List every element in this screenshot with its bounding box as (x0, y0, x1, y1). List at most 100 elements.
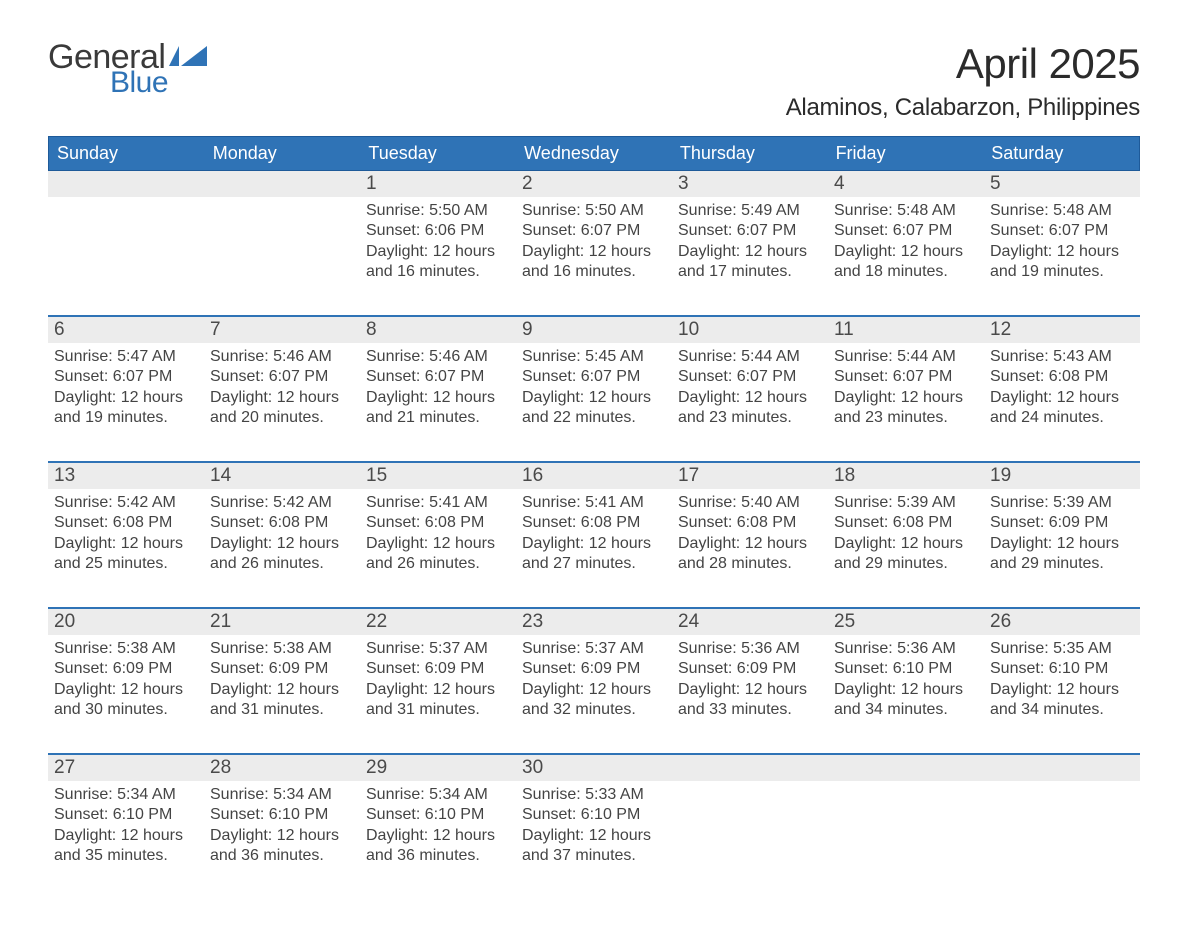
sunrise-text: Sunrise: 5:46 AM (210, 347, 354, 367)
day-number: 30 (516, 755, 672, 781)
sunset-text: Sunset: 6:07 PM (366, 367, 510, 387)
daylight1-text: Daylight: 12 hours (990, 680, 1134, 700)
calendar-week: 12345Sunrise: 5:50 AMSunset: 6:06 PMDayl… (48, 171, 1140, 301)
daylight1-text: Daylight: 12 hours (366, 388, 510, 408)
day-number (48, 171, 204, 197)
day-number-row: 6789101112 (48, 317, 1140, 343)
daylight2-text: and 32 minutes. (522, 700, 666, 720)
day-cell: Sunrise: 5:35 AMSunset: 6:10 PMDaylight:… (984, 635, 1140, 739)
day-number: 1 (360, 171, 516, 197)
day-number: 7 (204, 317, 360, 343)
day-number: 4 (828, 171, 984, 197)
sunset-text: Sunset: 6:10 PM (210, 805, 354, 825)
daylight1-text: Daylight: 12 hours (990, 388, 1134, 408)
day-cell: Sunrise: 5:50 AMSunset: 6:06 PMDaylight:… (360, 197, 516, 301)
day-cells-row: Sunrise: 5:42 AMSunset: 6:08 PMDaylight:… (48, 489, 1140, 593)
daylight2-text: and 34 minutes. (834, 700, 978, 720)
sunrise-text: Sunrise: 5:38 AM (54, 639, 198, 659)
day-number: 29 (360, 755, 516, 781)
day-cell: Sunrise: 5:48 AMSunset: 6:07 PMDaylight:… (984, 197, 1140, 301)
day-number: 17 (672, 463, 828, 489)
day-number (828, 755, 984, 781)
day-number: 19 (984, 463, 1140, 489)
daylight1-text: Daylight: 12 hours (522, 534, 666, 554)
sunrise-text: Sunrise: 5:36 AM (678, 639, 822, 659)
day-number: 25 (828, 609, 984, 635)
day-cell: Sunrise: 5:43 AMSunset: 6:08 PMDaylight:… (984, 343, 1140, 447)
daylight2-text: and 37 minutes. (522, 846, 666, 866)
day-cell: Sunrise: 5:49 AMSunset: 6:07 PMDaylight:… (672, 197, 828, 301)
day-number: 14 (204, 463, 360, 489)
daylight2-text: and 18 minutes. (834, 262, 978, 282)
sunrise-text: Sunrise: 5:48 AM (990, 201, 1134, 221)
sunset-text: Sunset: 6:07 PM (990, 221, 1134, 241)
day-number: 6 (48, 317, 204, 343)
daylight1-text: Daylight: 12 hours (366, 534, 510, 554)
sunrise-text: Sunrise: 5:41 AM (522, 493, 666, 513)
day-cells-row: Sunrise: 5:47 AMSunset: 6:07 PMDaylight:… (48, 343, 1140, 447)
day-cell: Sunrise: 5:38 AMSunset: 6:09 PMDaylight:… (48, 635, 204, 739)
sunset-text: Sunset: 6:07 PM (522, 221, 666, 241)
sunset-text: Sunset: 6:09 PM (990, 513, 1134, 533)
day-number: 18 (828, 463, 984, 489)
sunset-text: Sunset: 6:07 PM (522, 367, 666, 387)
sunset-text: Sunset: 6:08 PM (210, 513, 354, 533)
daylight2-text: and 29 minutes. (990, 554, 1134, 574)
location-label: Alaminos, Calabarzon, Philippines (786, 94, 1140, 122)
day-number-row: 13141516171819 (48, 463, 1140, 489)
day-cell: Sunrise: 5:38 AMSunset: 6:09 PMDaylight:… (204, 635, 360, 739)
day-number: 22 (360, 609, 516, 635)
day-number-row: 20212223242526 (48, 609, 1140, 635)
day-number: 28 (204, 755, 360, 781)
sunset-text: Sunset: 6:08 PM (990, 367, 1134, 387)
day-number: 23 (516, 609, 672, 635)
daylight2-text: and 27 minutes. (522, 554, 666, 574)
daylight2-text: and 17 minutes. (678, 262, 822, 282)
dow-sunday: Sunday (49, 137, 205, 170)
daylight1-text: Daylight: 12 hours (990, 534, 1134, 554)
daylight2-text: and 34 minutes. (990, 700, 1134, 720)
sunrise-text: Sunrise: 5:42 AM (54, 493, 198, 513)
day-cell: Sunrise: 5:37 AMSunset: 6:09 PMDaylight:… (360, 635, 516, 739)
day-cells-row: Sunrise: 5:50 AMSunset: 6:06 PMDaylight:… (48, 197, 1140, 301)
day-cell: Sunrise: 5:42 AMSunset: 6:08 PMDaylight:… (204, 489, 360, 593)
day-cell (984, 781, 1140, 885)
sunrise-text: Sunrise: 5:34 AM (54, 785, 198, 805)
day-cell: Sunrise: 5:42 AMSunset: 6:08 PMDaylight:… (48, 489, 204, 593)
day-cell: Sunrise: 5:39 AMSunset: 6:08 PMDaylight:… (828, 489, 984, 593)
daylight1-text: Daylight: 12 hours (366, 680, 510, 700)
sunrise-text: Sunrise: 5:50 AM (522, 201, 666, 221)
sunrise-text: Sunrise: 5:45 AM (522, 347, 666, 367)
day-cell: Sunrise: 5:37 AMSunset: 6:09 PMDaylight:… (516, 635, 672, 739)
daylight1-text: Daylight: 12 hours (990, 242, 1134, 262)
calendar-week: 6789101112Sunrise: 5:47 AMSunset: 6:07 P… (48, 315, 1140, 447)
daylight2-text: and 36 minutes. (366, 846, 510, 866)
calendar: Sunday Monday Tuesday Wednesday Thursday… (48, 136, 1140, 885)
calendar-week: 27282930 Sunrise: 5:34 AM Sunset: 6:10 PMD… (48, 753, 1140, 885)
day-cell: Sunrise: 5:47 AMSunset: 6:07 PMDaylight:… (48, 343, 204, 447)
day-number: 8 (360, 317, 516, 343)
day-cell: Sunrise: 5:45 AMSunset: 6:07 PMDaylight:… (516, 343, 672, 447)
daylight1-text: Daylight: 12 hours (210, 680, 354, 700)
day-number: 2 (516, 171, 672, 197)
sunset-text: Sunset: 6:07 PM (834, 367, 978, 387)
daylight1-text: Daylight: 12 hours (834, 242, 978, 262)
daylight1-text: Daylight: 12 hours (210, 826, 354, 846)
sunset-text: Sunset: 6:10 PM (834, 659, 978, 679)
sunset-text: Sunset: 6:08 PM (522, 513, 666, 533)
sunset-text: Sunset: 6:09 PM (210, 659, 354, 679)
day-number: 5 (984, 171, 1140, 197)
sunset-text: Sunset: 6:07 PM (678, 221, 822, 241)
day-cell (828, 781, 984, 885)
sunrise-text: Sunrise: 5:43 AM (990, 347, 1134, 367)
sunset-text: Sunset: 6:08 PM (678, 513, 822, 533)
day-cell: Sunrise: 5:48 AMSunset: 6:07 PMDaylight:… (828, 197, 984, 301)
day-number: 13 (48, 463, 204, 489)
day-cell (672, 781, 828, 885)
daylight1-text: Daylight: 12 hours (522, 388, 666, 408)
daylight2-text: and 20 minutes. (210, 408, 354, 428)
sunset-text: Sunset: 6:07 PM (678, 367, 822, 387)
day-cell: Sunrise: 5:40 AMSunset: 6:08 PMDaylight:… (672, 489, 828, 593)
day-number: 27 (48, 755, 204, 781)
day-cell: Sunrise: 5:41 AMSunset: 6:08 PMDaylight:… (360, 489, 516, 593)
